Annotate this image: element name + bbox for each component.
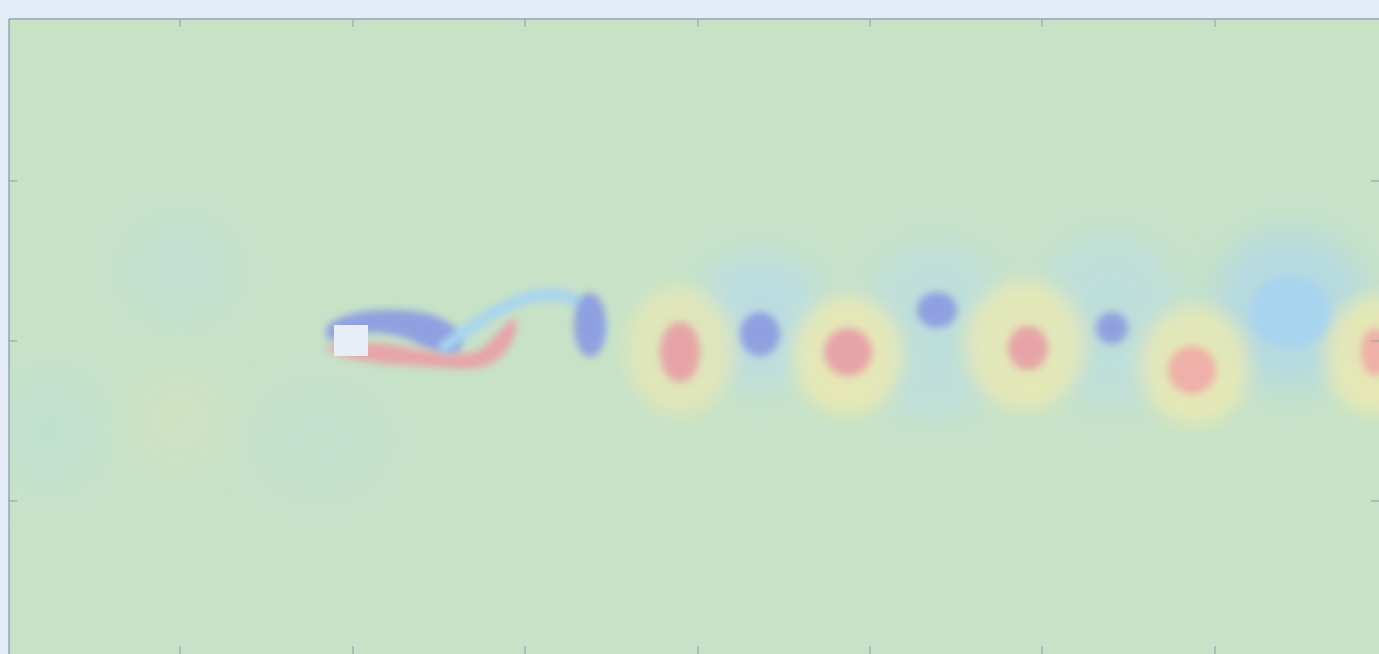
- faint-upstream-blob: [125, 365, 235, 475]
- vortex-core-positive: [1008, 326, 1048, 370]
- upper-shear-layer: [325, 309, 463, 355]
- vortex-core-negative: [917, 292, 957, 328]
- faint-upstream-blob: [9, 370, 105, 490]
- wake-halo: [1325, 295, 1379, 415]
- vortex-core-negative: [740, 312, 780, 356]
- axis-ticks: [9, 19, 1379, 654]
- vortex-core-positive: [660, 322, 700, 382]
- vortex-core-positive: [824, 328, 872, 376]
- lower-shear-layer: [325, 318, 517, 369]
- vortex-core-negative: [574, 293, 606, 357]
- vorticity-field: [9, 215, 1379, 500]
- vortex-core-positive: [1361, 328, 1379, 376]
- faint-upstream-blob: [250, 380, 390, 500]
- vortex-core-negative: [1096, 312, 1128, 344]
- vortex-core-negative: [1250, 276, 1330, 348]
- vortex-core-positive: [1168, 346, 1216, 394]
- square-obstacle: [334, 325, 368, 356]
- faint-upstream-blob: [120, 215, 240, 325]
